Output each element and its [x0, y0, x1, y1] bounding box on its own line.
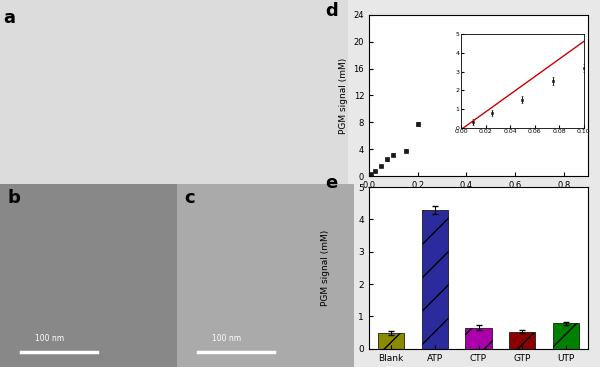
Bar: [422, 210, 448, 349]
X-axis label: ATP concentration (mM): ATP concentration (mM): [424, 205, 533, 214]
Text: d: d: [325, 2, 338, 20]
Text: a: a: [4, 9, 16, 27]
Text: b: b: [7, 189, 20, 207]
Text: e: e: [325, 174, 337, 192]
Text: 100 nm: 100 nm: [35, 334, 65, 343]
Text: c: c: [184, 189, 195, 207]
Y-axis label: PGM signal (mM): PGM signal (mM): [339, 57, 348, 134]
Bar: [553, 323, 579, 349]
Bar: [378, 333, 404, 349]
Bar: [509, 332, 535, 349]
Y-axis label: PGM signal (mM): PGM signal (mM): [320, 230, 329, 306]
Bar: [466, 328, 491, 349]
Text: 100 nm: 100 nm: [212, 334, 242, 343]
